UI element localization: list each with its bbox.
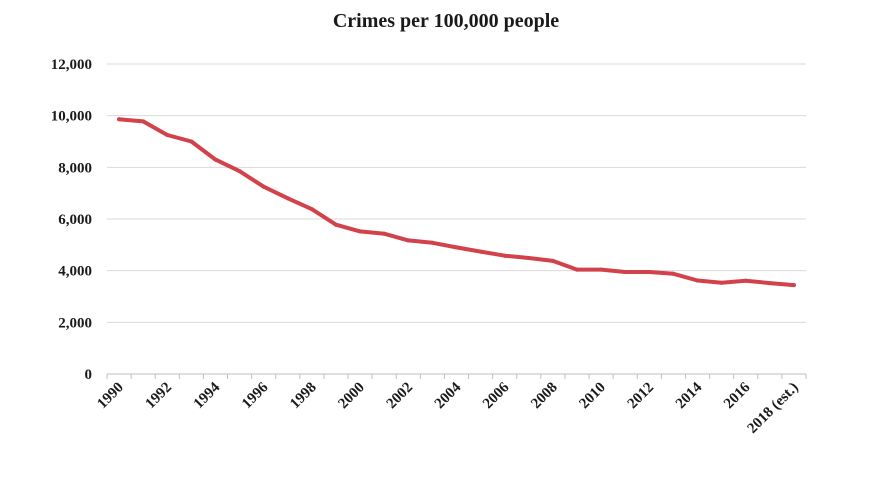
data-point: [502, 253, 507, 258]
data-point: [237, 169, 242, 174]
data-point: [647, 270, 652, 274]
data-point: [671, 271, 676, 276]
gridlines: [107, 63, 806, 323]
y-tick-label: 2,000: [58, 315, 92, 331]
data-point: [358, 229, 363, 234]
data-point: [719, 280, 724, 285]
x-tick-label: 1992: [143, 380, 176, 413]
series-line: [117, 117, 796, 288]
x-tick-label: 2008: [528, 380, 561, 413]
data-point: [791, 283, 796, 288]
x-tick-label: 1994: [191, 379, 224, 412]
x-tick-label: 2018 (est.): [745, 380, 802, 437]
data-point: [285, 196, 290, 201]
data-point: [695, 278, 700, 283]
data-point: [165, 133, 170, 137]
x-tick-label: 1990: [94, 380, 127, 413]
data-point: [382, 231, 387, 236]
x-tick-label: 2004: [432, 379, 465, 412]
x-tick-label: 1996: [239, 379, 272, 412]
x-tick-label: 2016: [721, 379, 754, 412]
data-point: [526, 256, 531, 260]
data-point: [141, 119, 146, 124]
data-point: [454, 245, 459, 250]
y-tick-label: 8,000: [58, 160, 92, 176]
chart-title: Crimes per 100,000 people: [332, 10, 560, 32]
x-tick-label: 2012: [625, 380, 658, 413]
series-layer: [117, 117, 796, 288]
data-point: [478, 249, 483, 254]
data-point: [623, 270, 628, 274]
y-axis-tick-labels: 0 2,000 4,000 6,000 8,000 10,000 12,000: [51, 57, 92, 383]
data-point: [309, 207, 314, 212]
y-tick-label: 12,000: [51, 57, 92, 73]
data-point: [189, 139, 194, 144]
x-axis-tick-labels: 1990 1992 1994 1996 1998 2000 2002 2004 2006 2008…: [94, 379, 801, 437]
data-point: [575, 267, 579, 272]
data-point: [550, 258, 555, 263]
data-point: [117, 117, 122, 122]
data-point: [213, 157, 218, 162]
data-point: [599, 267, 604, 272]
y-tick-label: 0: [85, 367, 93, 383]
x-tick-label: 1998: [287, 380, 320, 413]
x-tick-label: 2000: [335, 380, 368, 413]
x-tick-label: 2006: [480, 379, 513, 412]
data-point: [261, 184, 266, 189]
data-point: [334, 222, 338, 227]
x-tick-label: 2014: [673, 379, 706, 412]
y-tick-label: 10,000: [51, 109, 92, 125]
x-axis: [106, 373, 807, 379]
data-point: [767, 281, 772, 286]
x-tick-label: 2002: [384, 380, 417, 413]
y-tick-label: 6,000: [58, 212, 92, 228]
data-point: [743, 278, 748, 283]
data-point: [430, 240, 435, 245]
y-tick-label: 4,000: [58, 264, 92, 280]
x-tick-label: 2010: [576, 380, 609, 413]
data-point: [406, 238, 411, 243]
